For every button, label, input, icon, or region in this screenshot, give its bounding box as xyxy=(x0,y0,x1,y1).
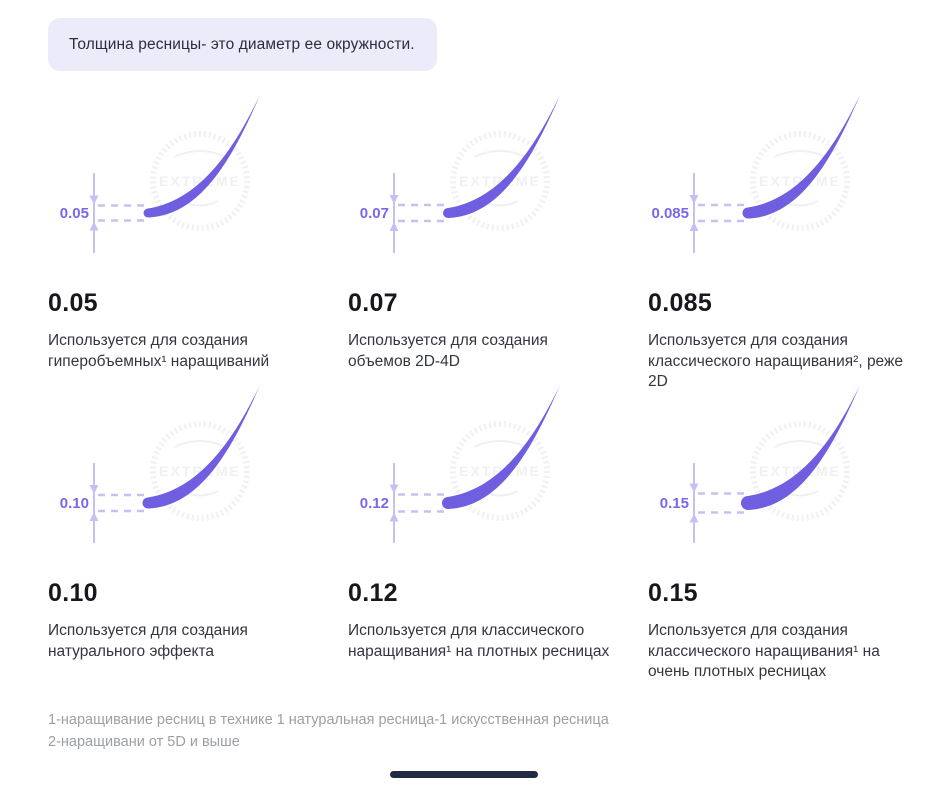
lash-thickness-diagram: EXTREME 0.15 xyxy=(660,385,860,543)
thickness-dimension-lines: 0.10 xyxy=(60,463,145,543)
arrow-up-icon xyxy=(389,222,399,231)
arrow-down-icon xyxy=(689,195,699,204)
lash-thickness-diagram: EXTREME 0.10 xyxy=(60,385,260,543)
thickness-dimension-label: 0.07 xyxy=(360,205,389,222)
lash-thickness-diagram: EXTREME 0.085 xyxy=(651,95,860,253)
lash-curve xyxy=(741,385,860,510)
footnote-1: 1-наращивание ресниц в технике 1 натурал… xyxy=(48,712,609,728)
arrow-down-icon xyxy=(89,195,99,205)
thickness-dimension-label: 0.05 xyxy=(60,205,89,222)
home-indicator-bar xyxy=(389,771,538,778)
watermark-text: EXTREME xyxy=(459,173,541,189)
thickness-dimension-label: 0.12 xyxy=(360,495,389,512)
thickness-description: Используется для создания классического … xyxy=(648,622,880,681)
thickness-card: EXTREME 0.12 0.12 Используется для классиче… xyxy=(348,377,648,667)
thickness-description: Используется для создания гиперобъемных¹… xyxy=(48,332,270,370)
arrow-up-icon xyxy=(389,512,399,522)
thickness-dimension-label: 0.15 xyxy=(660,495,689,512)
lash-curve xyxy=(143,95,260,218)
watermark-text: EXTREME xyxy=(159,173,241,189)
thickness-description: Используется для создания классического … xyxy=(648,332,903,391)
lash-thickness-diagram: EXTREME 0.12 xyxy=(360,385,560,543)
thickness-value-heading: 0.15 xyxy=(648,579,698,607)
lash-curve xyxy=(443,95,560,218)
footnotes: 1-наращивание ресниц в технике 1 натурал… xyxy=(48,709,927,754)
arrow-down-icon xyxy=(389,484,399,494)
arrow-down-icon xyxy=(689,483,699,493)
brand-watermark-icon: EXTREME xyxy=(750,421,850,521)
thickness-value-heading: 0.07 xyxy=(348,289,398,317)
thickness-card: EXTREME 0.07 0.07 Используется для создания… xyxy=(348,87,648,377)
watermark-text: EXTREME xyxy=(159,463,241,479)
thickness-dimension-lines: 0.085 xyxy=(651,173,745,253)
definition-note: Толщина ресницы- это диаметр ее окружнос… xyxy=(48,18,437,71)
arrow-down-icon xyxy=(89,485,99,494)
brand-watermark-icon: EXTREME xyxy=(150,131,250,231)
watermark-text: EXTREME xyxy=(759,173,841,189)
thickness-dimension-lines: 0.07 xyxy=(360,173,445,253)
arrow-up-icon xyxy=(89,512,99,521)
brand-watermark-icon: EXTREME xyxy=(450,421,550,521)
thickness-grid: EXTREME 0.05 0.05 Используется для создания… xyxy=(48,87,927,680)
arrow-up-icon xyxy=(89,221,99,231)
definition-note-text: Толщина ресницы- это диаметр ее окружнос… xyxy=(69,36,415,53)
thickness-value-heading: 0.085 xyxy=(648,289,713,317)
thickness-card: EXTREME 0.10 0.10 Используется для создания… xyxy=(48,377,348,667)
brand-watermark-icon: EXTREME xyxy=(750,131,850,231)
lash-curve xyxy=(742,95,860,219)
lash-thickness-diagram: EXTREME 0.07 xyxy=(360,95,560,253)
lash-thickness-diagram: EXTREME 0.05 xyxy=(60,95,260,253)
thickness-value-heading: 0.12 xyxy=(348,579,398,607)
arrow-down-icon xyxy=(389,195,399,204)
footnote-2: 2-наращивани от 5D и выше xyxy=(48,734,240,751)
thickness-card: EXTREME 0.05 0.05 Используется для создания… xyxy=(48,87,348,377)
lash-curve xyxy=(142,385,260,509)
thickness-dimension-label: 0.085 xyxy=(651,205,689,222)
thickness-card: EXTREME 0.085 0.085 Используется для создан… xyxy=(648,87,927,390)
thickness-dimension-lines: 0.15 xyxy=(660,463,745,543)
thickness-description: Используется для создания натурального э… xyxy=(48,622,248,660)
thickness-description: Используется для создания объемов 2D-4D xyxy=(348,332,548,370)
thickness-description: Используется для классического наращиван… xyxy=(348,622,610,660)
watermark-text: EXTREME xyxy=(759,463,841,479)
thickness-value-heading: 0.10 xyxy=(48,579,98,607)
thickness-dimension-label: 0.10 xyxy=(60,495,89,512)
lash-curve xyxy=(442,385,560,509)
thickness-dimension-lines: 0.12 xyxy=(360,463,445,543)
thickness-dimension-lines: 0.05 xyxy=(60,173,145,253)
thickness-value-heading: 0.05 xyxy=(48,289,98,317)
arrow-up-icon xyxy=(689,222,699,231)
watermark-text: EXTREME xyxy=(459,463,541,479)
thickness-card: EXTREME 0.15 0.15 Используется для создания… xyxy=(648,377,927,680)
brand-watermark-icon: EXTREME xyxy=(150,421,250,521)
arrow-up-icon xyxy=(689,513,699,523)
